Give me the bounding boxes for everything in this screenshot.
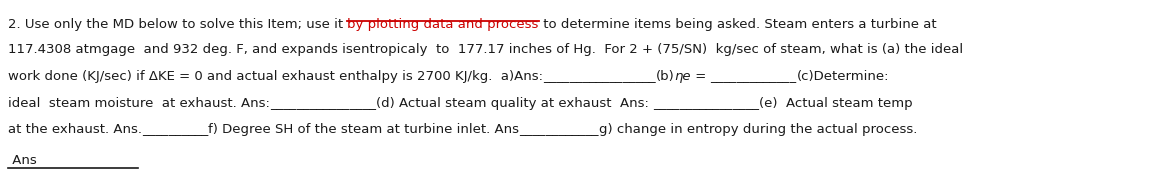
Text: by plotting data and process: by plotting data and process <box>347 18 539 31</box>
Text: 117.4308 atmgage  and 932 deg. F, and expands isentropicaly  to  177.17 inches o: 117.4308 atmgage and 932 deg. F, and exp… <box>8 43 963 56</box>
Text: to determine items being asked. Steam enters a turbine at: to determine items being asked. Steam en… <box>539 18 936 31</box>
Text: at the exhaust. Ans.: at the exhaust. Ans. <box>8 123 142 136</box>
Text: =: = <box>691 70 711 83</box>
Text: ____________: ____________ <box>519 123 599 136</box>
Text: ________________: ________________ <box>653 97 759 110</box>
Text: Ans: Ans <box>8 154 37 167</box>
Text: (e)  Actual steam temp: (e) Actual steam temp <box>759 97 912 110</box>
Text: (b): (b) <box>655 70 674 83</box>
Text: ________________: ________________ <box>269 97 376 110</box>
Text: ideal  steam moisture  at exhaust. Ans:: ideal steam moisture at exhaust. Ans: <box>8 97 269 110</box>
Text: _____________: _____________ <box>711 70 796 83</box>
Text: 2. Use only the MD below to solve this Item; use it: 2. Use only the MD below to solve this I… <box>8 18 347 31</box>
Text: ηe: ηe <box>674 70 691 83</box>
Text: (c)Determine:: (c)Determine: <box>796 70 889 83</box>
Text: f) Degree SH of the steam at turbine inlet. Ans: f) Degree SH of the steam at turbine inl… <box>208 123 519 136</box>
Text: (d) Actual steam quality at exhaust  Ans:: (d) Actual steam quality at exhaust Ans: <box>376 97 653 110</box>
Text: g) change in entropy during the actual process.: g) change in entropy during the actual p… <box>599 123 917 136</box>
Text: __________: __________ <box>142 123 208 136</box>
Text: work done (KJ/sec) if ΔKE = 0 and actual exhaust enthalpy is 2700 KJ/kg.  a)Ans:: work done (KJ/sec) if ΔKE = 0 and actual… <box>8 70 543 83</box>
Text: _________________: _________________ <box>543 70 655 83</box>
